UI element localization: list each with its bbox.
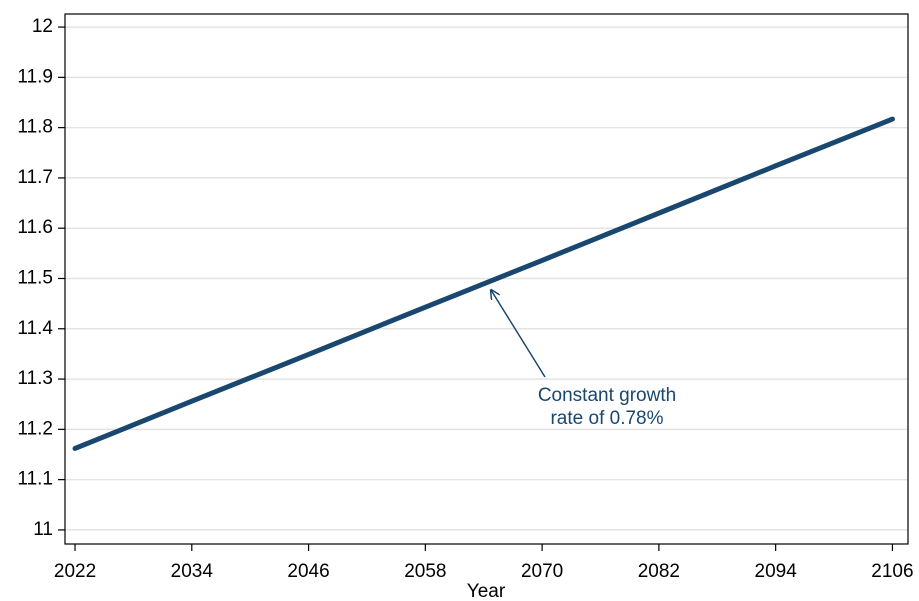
y-tick-label: 11.2 xyxy=(17,418,53,439)
grid xyxy=(65,26,908,531)
x-tick-label: 2094 xyxy=(755,561,798,582)
data-line xyxy=(72,116,895,451)
annotation-text: Constant growth xyxy=(538,385,676,406)
y-tick-label: 11.4 xyxy=(17,318,53,339)
x-tick-label: 2106 xyxy=(871,561,913,582)
x-tick-label: 2070 xyxy=(521,561,563,582)
y-tick-label: 11.8 xyxy=(17,117,53,138)
y-tick-label: 11.1 xyxy=(17,469,53,490)
y-tick-label: 11.3 xyxy=(17,368,53,389)
x-tick-label: 2082 xyxy=(638,561,680,582)
x-tick-label: 2046 xyxy=(287,561,329,582)
annotation-text: rate of 0.78% xyxy=(550,408,663,429)
x-tick-label: 2034 xyxy=(171,561,214,582)
y-tick-label: 11.5 xyxy=(17,268,53,289)
y-tick-label: 11.6 xyxy=(17,217,53,238)
y-tick-label: 11.9 xyxy=(17,66,53,87)
annotation-arrow xyxy=(491,290,546,378)
y-tick-label: 12 xyxy=(32,16,53,37)
y-tick-label: 11 xyxy=(33,519,53,540)
y-tick-label: 11.7 xyxy=(17,167,53,188)
x-tick-label: 2058 xyxy=(404,561,446,582)
x-tick-label: 2022 xyxy=(54,561,96,582)
x-axis-title: Year xyxy=(467,581,506,601)
